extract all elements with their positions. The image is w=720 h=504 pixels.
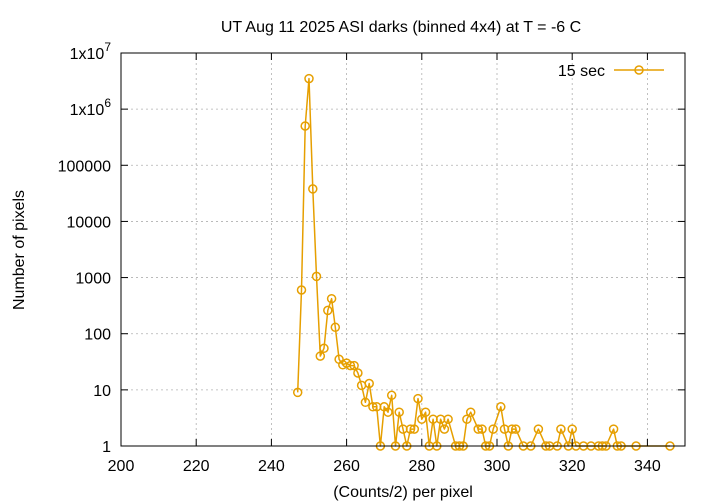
data-point xyxy=(345,360,356,371)
data-point xyxy=(326,293,337,304)
data-point xyxy=(394,407,404,417)
series-layer xyxy=(292,73,675,451)
y-tick-label: 1000 xyxy=(75,271,111,288)
data-point xyxy=(511,424,521,434)
data-point xyxy=(383,407,393,417)
y-axis-label: Number of pixels xyxy=(11,190,28,310)
y-tick-label: 1 xyxy=(102,439,111,456)
data-point xyxy=(296,285,307,295)
x-tick-label: 220 xyxy=(183,458,210,475)
data-point xyxy=(319,343,329,354)
x-tick-label: 300 xyxy=(484,458,511,475)
axes: 200 220 240 260 280 300 320 340 1 10 100 1000 10000 1… xyxy=(58,40,685,475)
data-point xyxy=(556,424,566,434)
y-tick-label: 10 xyxy=(93,383,111,400)
y-tick-label: 1x106 xyxy=(70,96,112,119)
data-point xyxy=(462,414,472,424)
x-tick-label: 200 xyxy=(108,458,135,475)
x-axis-label: (Counts/2) per pixel xyxy=(333,484,473,501)
data-point xyxy=(300,121,310,131)
data-point xyxy=(608,424,619,434)
data-point xyxy=(292,387,303,398)
data-point xyxy=(386,390,397,401)
x-tick-label: 260 xyxy=(333,458,360,475)
data-point xyxy=(477,424,487,434)
data-point xyxy=(567,424,577,434)
data-point xyxy=(420,407,431,417)
data-point xyxy=(439,424,450,434)
y-tick-label: 100 xyxy=(84,327,111,344)
data-point xyxy=(473,424,483,434)
series-line xyxy=(296,77,670,447)
data-point xyxy=(315,351,326,361)
data-point xyxy=(533,424,544,434)
data-point xyxy=(368,402,378,412)
data-point xyxy=(465,407,476,417)
chart-title: UT Aug 11 2025 ASI darks (binned 4x4) at… xyxy=(221,19,581,36)
data-point xyxy=(496,402,506,412)
x-tick-label: 340 xyxy=(634,458,661,475)
legend: 15 sec xyxy=(558,63,664,80)
data-point xyxy=(409,424,420,434)
grid-lines xyxy=(121,53,685,446)
data-point xyxy=(330,322,341,333)
data-point xyxy=(308,184,318,194)
data-point xyxy=(488,424,498,434)
x-tick-label: 280 xyxy=(408,458,435,475)
plot-frame xyxy=(120,52,686,447)
data-point xyxy=(323,305,333,316)
data-point xyxy=(507,424,517,434)
data-point xyxy=(413,393,423,404)
data-point xyxy=(360,397,371,408)
data-point xyxy=(417,414,427,424)
data-point xyxy=(364,378,374,389)
data-point xyxy=(349,360,359,371)
data-point xyxy=(304,73,314,84)
y-tick-label: 10000 xyxy=(67,214,112,231)
legend-marker xyxy=(634,65,644,75)
y-tick-label: 1x107 xyxy=(70,40,112,63)
data-point xyxy=(353,368,363,378)
data-point xyxy=(443,414,453,424)
data-point xyxy=(311,271,322,282)
data-point xyxy=(405,424,416,434)
x-tick-label: 320 xyxy=(559,458,586,475)
x-tick-label: 240 xyxy=(258,458,285,475)
y-tick-label: 100000 xyxy=(58,158,111,175)
legend-label: 15 sec xyxy=(558,63,605,80)
